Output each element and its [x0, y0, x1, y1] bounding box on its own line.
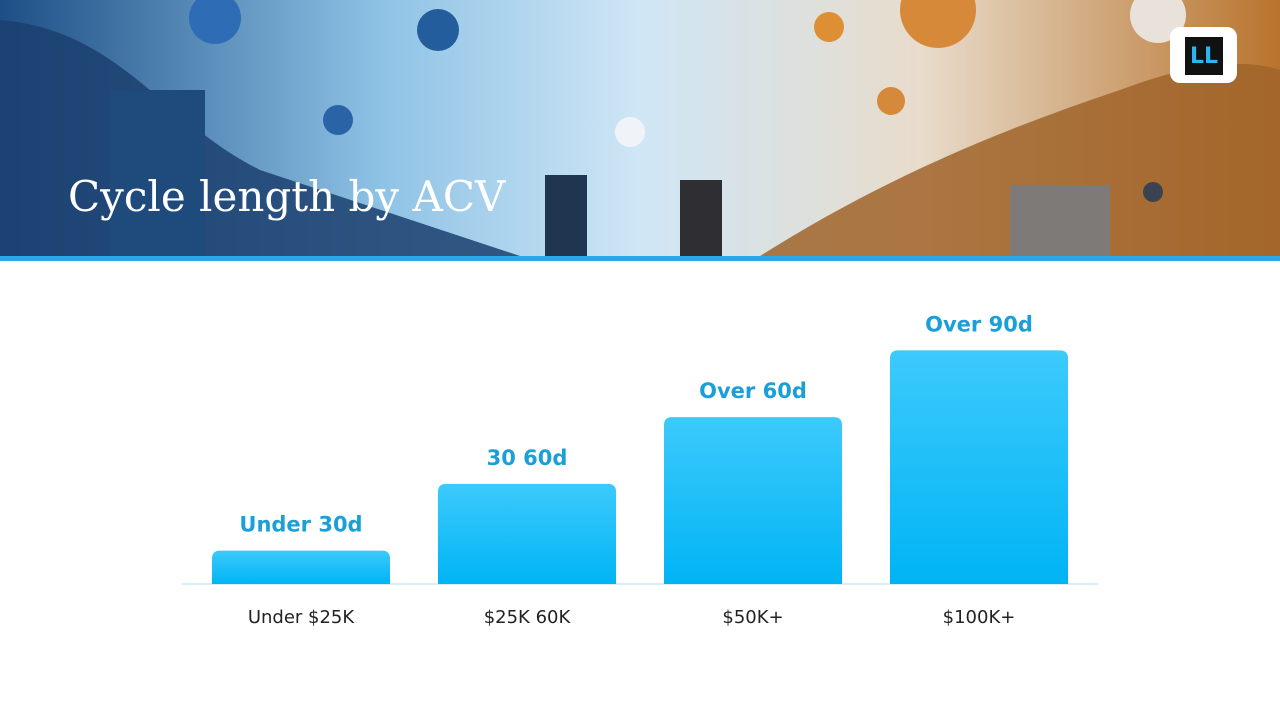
value-label: Over 60d [699, 379, 807, 403]
header-banner: LL Cycle length by ACV [0, 0, 1280, 256]
bar [438, 483, 616, 584]
x-tick-label: $25K 60K [484, 607, 572, 628]
value-label: Under 30d [239, 513, 362, 537]
value-label: 30 60d [487, 446, 568, 470]
slide-title: Cycle length by ACV [68, 172, 506, 221]
value-label: Over 90d [925, 312, 1033, 336]
bar [664, 417, 842, 584]
logo: LL [1190, 44, 1218, 69]
bar [212, 550, 390, 584]
bar [890, 350, 1068, 584]
x-tick-label: Under $25K [248, 607, 356, 628]
header-rule [0, 256, 1280, 261]
x-tick-label: $50K+ [722, 607, 783, 628]
x-tick-label: $100K+ [943, 607, 1016, 628]
